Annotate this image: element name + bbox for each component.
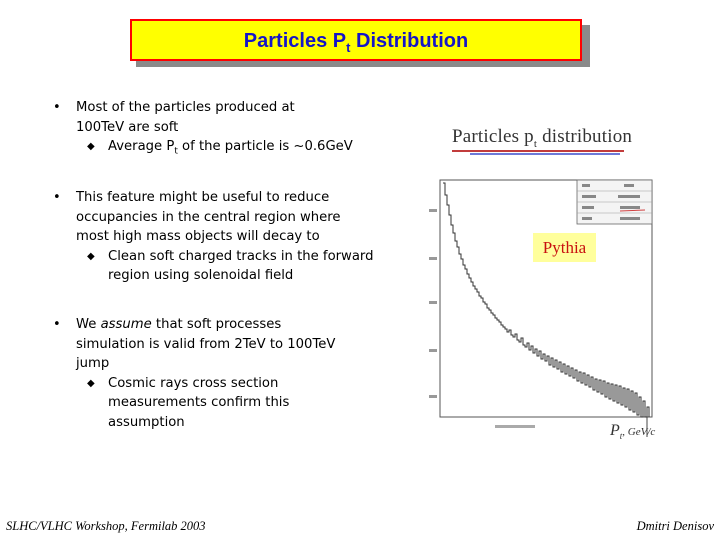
histogram-curve [443,182,650,418]
stats-box-text-marks [582,184,640,220]
bullet-3-line-1: We assume that soft processes [76,317,282,332]
slide-title: Particles Pt Distribution [243,29,469,55]
stats-red-mark [619,209,646,212]
bullet-2-line-1: This feature might be useful to reduce [76,190,330,205]
bullet-3-line-3: jump [76,356,110,371]
x-axis-label-mark [495,425,535,428]
footer-author: Dmitri Denisov [636,519,714,533]
bullet-1-line-1: Most of the particles produced at [76,100,295,115]
bullet-3: • We assume that soft processes simulati… [53,315,396,432]
bullet-2: • This feature might be useful to reduce… [53,188,396,286]
bullet-dot: • [53,100,61,115]
diamond-bullet-icon: ◆ [87,141,95,152]
pythia-label: Pythia [533,233,596,262]
bullet-dot: • [53,190,61,205]
pt-histogram-image [429,179,653,437]
bullet-2-line-3: most high mass objects will decay to [76,229,320,244]
bullet-3-line-2: simulation is valid from 2TeV to 100TeV [76,336,336,352]
bullet-dot: • [53,317,61,332]
footer-workshop: SLHC/VLHC Workshop, Fermilab 2003 [6,519,206,533]
plot-frame [439,179,653,418]
plot-heading: Particles pt distribution [452,126,633,150]
bullet-2-line-2: occupancies in the central region where [76,209,341,225]
y-tick-marks [429,209,437,398]
bullet-1-line-2: 100TeV are soft [76,119,179,135]
bullet-1: • Most of the particles produced at 100T… [53,98,396,162]
sub-bullet-3: ◆ Cosmic rays cross section measurements… [87,375,290,430]
diamond-bullet-icon: ◆ [87,377,95,389]
pt-axis-label: Pt, GeV/c [610,422,656,442]
title-box: Particles Pt Distribution [130,19,582,61]
stats-box-lines [577,190,652,214]
heading-underline-red [452,150,624,152]
sub-bullet-1: ◆ Average Pt of the particle is ~0.6GeV [87,139,353,157]
sub-bullet-2: ◆ Clean soft charged tracks in the forwa… [87,248,374,284]
heading-underline-blue [470,153,620,155]
diamond-bullet-icon: ◆ [87,250,95,262]
